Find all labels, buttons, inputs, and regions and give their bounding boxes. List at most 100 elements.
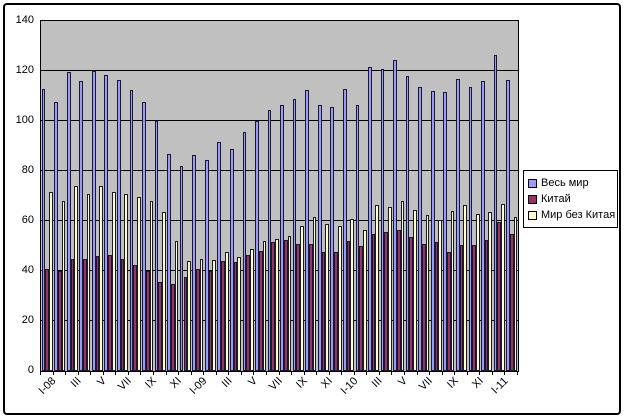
bar-series0-month26 [355,104,360,371]
x-axis-tick [240,371,242,375]
bar-series0-month28 [380,68,385,371]
gridline-20 [41,320,518,321]
x-axis-tick [316,371,318,375]
bar-series0-month6 [104,74,109,371]
bar-series1-month3 [70,258,75,371]
bar-series2-month33 [450,211,455,371]
y-axis-label-60: 60 [21,214,34,226]
x-axis-tick [102,371,104,375]
bar-series1-month26 [359,246,363,371]
bar-series1-month20 [283,239,288,371]
bar-series0-month34 [455,78,460,371]
legend-label-world: Весь мир [541,177,589,189]
x-axis-tick [65,371,67,375]
bar-series1-month25 [346,241,351,371]
bar-series2-month14 [212,259,216,371]
bar-series1-month35 [472,244,476,371]
bar-series1-month16 [233,262,238,371]
bar-series0-month14 [204,159,209,371]
bar-series0-month36 [481,81,485,371]
bar-series2-month7 [124,193,129,371]
x-axis-tick [303,371,305,375]
bar-series0-month15 [217,142,222,371]
x-axis-tick [404,371,406,375]
x-axis-label-I-08: I-08 [36,375,59,397]
x-axis-tick [215,371,217,375]
y-axis-label-80: 80 [21,164,34,176]
bar-series2-month26 [362,229,367,371]
bar-series1-month28 [384,232,389,371]
y-axis-label-140: 140 [15,14,34,26]
bar-series0-month21 [292,98,297,371]
bar-series2-month12 [187,261,191,371]
bar-series1-month19 [271,242,276,371]
x-axis-label-III: III [68,375,84,390]
bar-series0-month35 [468,87,473,371]
bar-series2-month20 [287,236,292,371]
x-axis-label-XI: XI [168,375,185,391]
bar-series1-month15 [221,261,225,371]
x-axis-label-V: V [245,375,260,389]
x-axis-label-VII: VII [417,375,436,393]
x-axis-tick [378,371,380,375]
bar-series0-month27 [368,67,372,371]
x-axis-label-XI: XI [319,375,335,391]
x-axis-tick [253,371,255,375]
x-axis-tick [391,371,393,375]
x-axis-tick [127,371,129,375]
bar-series2-month27 [375,204,380,371]
bar-series2-month34 [463,204,468,371]
legend-item-world: Весь мир [528,175,614,191]
x-axis-label-I-11: I-11 [489,375,511,397]
plot-area [40,20,519,372]
legend-swatch-world [528,178,537,188]
x-axis-label-I-10: I-10 [338,375,361,397]
bar-series2-month5 [99,186,104,371]
bar-series0-month1 [41,88,46,371]
bar-series1-month29 [396,229,401,371]
bar-series1-month11 [170,283,175,371]
bar-series0-month23 [317,104,322,371]
x-axis-tick [90,371,92,375]
bar-series2-month24 [337,226,342,371]
bar-series0-month8 [129,89,134,371]
bar-series2-month4 [86,193,91,371]
x-axis-tick [517,371,518,375]
y-axis-label-100: 100 [15,114,34,126]
bar-series2-month11 [174,241,179,371]
x-axis-tick [466,371,468,375]
bar-series1-month14 [208,271,213,371]
bar-series1-month33 [447,252,451,371]
bar-series2-month31 [425,214,430,371]
bar-series2-month15 [224,252,229,371]
bar-series1-month18 [258,251,263,371]
bar-series1-month5 [95,256,100,371]
bar-series0-month24 [330,107,335,371]
bar-series1-month17 [246,254,250,371]
x-axis-label-V: V [396,375,411,389]
bar-series0-month2 [54,102,58,371]
bar-series0-month19 [267,109,272,371]
bar-series1-month38 [509,233,514,371]
bar-series0-month16 [230,148,234,371]
bar-series0-month33 [443,92,448,371]
x-axis-tick [429,371,431,375]
bar-series2-month17 [249,248,254,371]
bar-series2-month9 [149,201,154,371]
bar-series2-month25 [350,218,355,371]
gridline-60 [41,220,518,221]
bar-series0-month4 [79,81,84,371]
x-axis-label-I-09: I-09 [187,375,210,397]
y-axis-label-120: 120 [15,64,34,76]
bar-series1-month8 [133,264,137,371]
bar-series1-month13 [196,268,200,371]
bar-series2-month38 [513,217,518,371]
bar-series0-month3 [66,72,71,371]
bar-series1-month2 [57,271,62,371]
legend-item-china: Китай [528,191,614,207]
legend: Весь мир Китай Мир без Китая [523,170,618,228]
x-axis-tick [454,371,456,375]
bar-series2-month6 [111,192,116,371]
gridline-100 [41,120,518,121]
